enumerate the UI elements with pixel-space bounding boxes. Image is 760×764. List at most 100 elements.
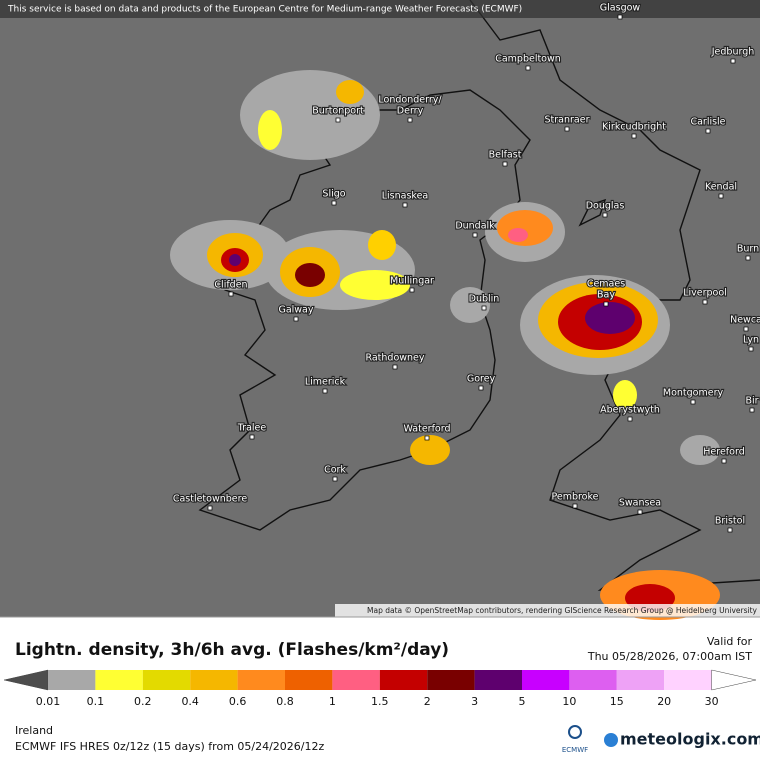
colorbar: 0.01 0.1 0.2 0.4 0.6 0.8 1 1.5 2 3 5 10 15 20 30 xyxy=(3,669,757,708)
place-label: Dundalk xyxy=(455,221,495,232)
place-marker xyxy=(727,527,733,533)
colorbar-segment xyxy=(427,670,475,690)
place-label: Stranraer xyxy=(545,115,590,126)
place-label: Sligo xyxy=(322,189,345,200)
region: Ireland xyxy=(15,724,53,737)
colorbar-segment xyxy=(190,670,238,690)
place-label: Hereford xyxy=(703,447,744,458)
place-label: Carlisle xyxy=(690,117,725,128)
colorbar-tick-label: 15 xyxy=(610,695,624,708)
place-label: Campbeltown xyxy=(495,54,561,65)
place-marker xyxy=(249,434,255,440)
colorbar-segment xyxy=(616,670,665,690)
place-label: Burtonport xyxy=(312,106,364,117)
place-label: Castletownbere xyxy=(173,494,248,505)
place-marker xyxy=(627,416,633,422)
place-label: Bay xyxy=(597,290,615,301)
places: Glasgow Jedburgh Campbeltown Londonderry/De… xyxy=(172,1,760,533)
colorbar-arrow xyxy=(711,669,757,691)
legend-title: Lightn. density, 3h/6h avg. (Flashes/km²… xyxy=(15,640,449,660)
colorbar-tick-label: 0.4 xyxy=(181,695,199,708)
ecmwf-icon xyxy=(568,725,582,739)
colorbar-segment xyxy=(332,670,380,690)
place-label: Newca xyxy=(730,315,760,326)
colorbar-segment xyxy=(474,670,522,690)
place-marker xyxy=(335,117,341,123)
place-marker xyxy=(721,458,727,464)
colorbar-tick-label: 0.2 xyxy=(134,695,152,708)
colorbar-segment xyxy=(379,670,428,690)
place-marker xyxy=(293,316,299,322)
place-marker xyxy=(637,509,643,515)
colorbar-tick-label: 0.6 xyxy=(229,695,247,708)
place-marker xyxy=(572,503,578,509)
place-marker xyxy=(424,435,430,441)
place-label: Galway xyxy=(278,305,313,316)
place-marker xyxy=(478,385,484,391)
colorbar-arrow xyxy=(3,669,49,691)
colorbar-tick-label: 20 xyxy=(657,695,671,708)
colorbar-segment xyxy=(142,670,191,690)
colorbar-tick-label: 5 xyxy=(519,695,526,708)
place-marker xyxy=(564,126,570,132)
colorbar-tick-label: 0.01 xyxy=(36,695,61,708)
valid-label: Valid for xyxy=(707,635,753,648)
place-label: Pembroke xyxy=(551,492,598,503)
colorbar-segment xyxy=(48,670,96,690)
place-label: Cemaes xyxy=(587,279,625,290)
place-label: Jedburgh xyxy=(711,47,755,58)
place-marker xyxy=(322,388,328,394)
place-label: Glasgow xyxy=(600,3,641,14)
place-marker xyxy=(392,364,398,370)
place-label: Montgomery xyxy=(663,388,724,399)
place-marker xyxy=(745,255,751,261)
model-info: ECMWF IFS HRES 0z/12z (15 days) from 05/… xyxy=(15,740,325,753)
place-marker xyxy=(481,305,487,311)
place-marker xyxy=(402,202,408,208)
ecmwf-logo: ECMWF xyxy=(562,746,588,754)
place-label: Limerick xyxy=(305,377,346,388)
colorbar-segment xyxy=(237,670,285,690)
place-marker xyxy=(743,326,749,332)
colorbar-tick-label: 3 xyxy=(471,695,478,708)
place-marker xyxy=(228,291,234,297)
place-label: Derry xyxy=(397,106,424,117)
place-marker xyxy=(702,299,708,305)
colorbar-tick-label: 0.1 xyxy=(87,695,105,708)
place-label: Londonderry/ xyxy=(378,95,442,106)
colorbar-tick-label: 10 xyxy=(562,695,576,708)
notice: This service is based on data and produc… xyxy=(7,5,522,15)
place-label: Clifden xyxy=(214,280,247,291)
place-label: Cork xyxy=(324,465,346,476)
place-marker xyxy=(525,65,531,71)
place-marker xyxy=(730,58,736,64)
place-label: Swansea xyxy=(619,498,661,509)
place-label: Liverpool xyxy=(683,288,727,299)
notice-bar xyxy=(0,0,760,18)
colorbar-tick-label: 1.5 xyxy=(371,695,389,708)
place-label: Kirkcudbright xyxy=(602,122,666,133)
place-marker xyxy=(207,505,213,511)
place-marker xyxy=(502,161,508,167)
colorbar-segment xyxy=(95,670,143,690)
colorbar-segment xyxy=(569,670,617,690)
place-label: Waterford xyxy=(403,424,450,435)
colorbar-tick-label: 30 xyxy=(705,695,719,708)
place-marker xyxy=(332,476,338,482)
place-label: Kendal xyxy=(705,182,737,193)
place-label: Douglas xyxy=(586,201,625,212)
place-marker xyxy=(749,407,755,413)
place-marker xyxy=(718,193,724,199)
place-label: Tralee xyxy=(237,423,267,434)
place-label: Belfast xyxy=(489,150,522,161)
place-marker xyxy=(603,301,609,307)
brand-icon xyxy=(604,733,618,747)
colorbar-segment xyxy=(285,670,333,690)
place-label: Dublin xyxy=(469,294,500,305)
place-marker xyxy=(602,212,608,218)
place-marker xyxy=(409,287,415,293)
place-marker xyxy=(748,346,754,352)
place-marker xyxy=(617,14,623,20)
